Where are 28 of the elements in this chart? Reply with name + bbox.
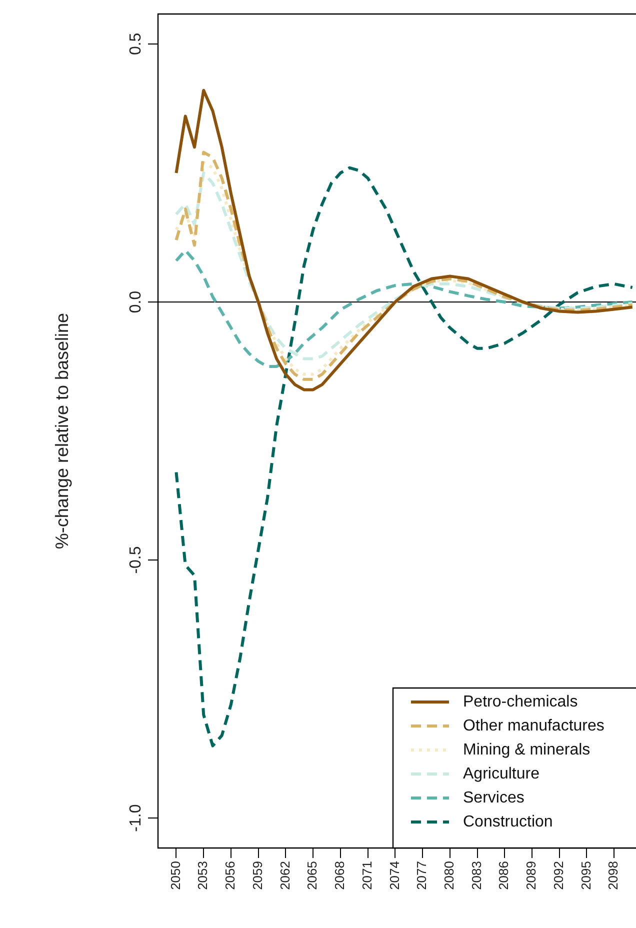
x-tick-label: 2086 <box>496 861 512 890</box>
legend-label: Petro-chemicals <box>463 693 578 710</box>
x-tick-label: 2074 <box>386 861 402 890</box>
legend-label: Mining & minerals <box>463 741 590 758</box>
y-tick-label: -0.5 <box>127 546 144 574</box>
x-tick-label: 2056 <box>222 861 238 890</box>
legend-label: Agriculture <box>463 765 540 782</box>
legend-label: Construction <box>463 813 553 830</box>
x-tick-label: 2059 <box>250 861 265 890</box>
x-tick-label: 2092 <box>550 861 566 890</box>
x-tick-label: 2053 <box>195 861 210 890</box>
legend-label: Other manufactures <box>463 717 604 734</box>
y-tick-label: 0.5 <box>127 32 144 56</box>
y-axis-title: %-change relative to baseline <box>52 312 72 550</box>
legend-label: Services <box>463 789 524 806</box>
x-tick-label: 2095 <box>578 861 594 890</box>
x-tick-label: 2068 <box>332 861 348 890</box>
x-tick-label: 2083 <box>468 861 484 890</box>
x-tick-label: 2062 <box>277 861 292 890</box>
x-tick-label: 2071 <box>359 861 374 890</box>
y-tick-label: -1.0 <box>127 804 144 832</box>
x-tick-label: 2080 <box>441 861 456 890</box>
x-tick-label: 2065 <box>304 861 320 890</box>
x-tick-label: 2089 <box>524 861 539 890</box>
x-tick-label: 2098 <box>606 861 621 890</box>
x-tick-label: 2077 <box>414 861 430 890</box>
y-tick-label: 0.0 <box>127 290 144 314</box>
x-tick-label: 2050 <box>168 861 183 890</box>
